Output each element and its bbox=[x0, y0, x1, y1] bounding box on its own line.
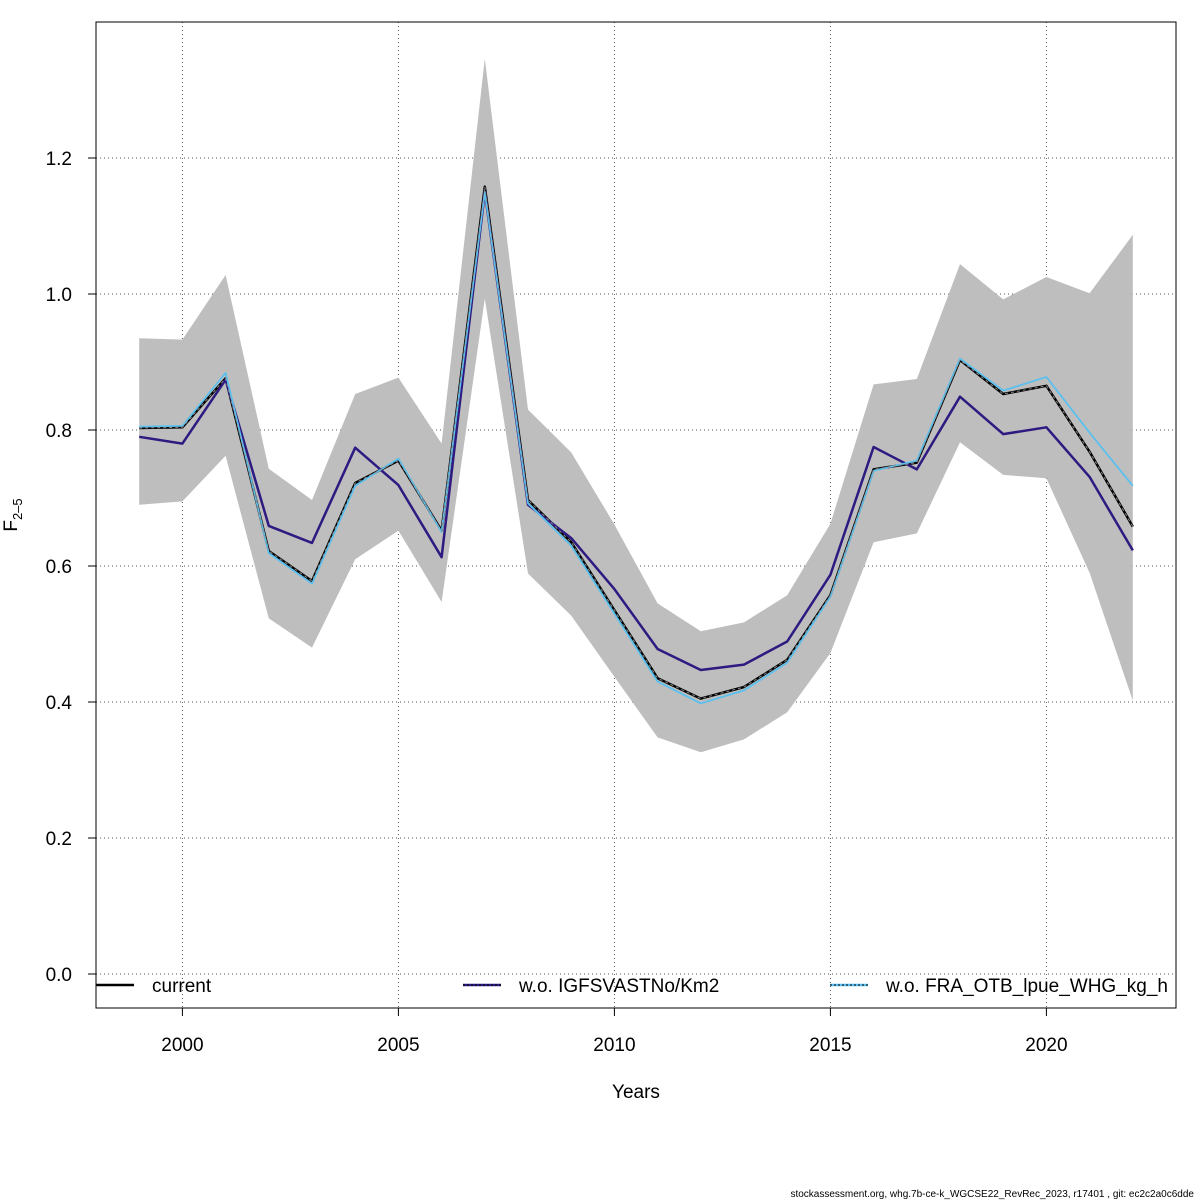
y-tick-label: 1.2 bbox=[46, 149, 72, 170]
y-axis: 0.0 0.2 0.4 0.6 0.8 1.0 1.2 bbox=[46, 149, 96, 986]
x-tick-label: 2010 bbox=[593, 1035, 635, 1056]
legend: current w.o. IGFSVASTNo/Km2 w.o. FRA_OTB_l… bbox=[96, 976, 1168, 997]
y-axis-label-main: F bbox=[1, 520, 22, 532]
x-axis-label: Years bbox=[612, 1082, 660, 1103]
y-tick-label: 0.8 bbox=[46, 421, 72, 442]
series-layer bbox=[139, 185, 1134, 705]
svg-text:F2–5: F2–5 bbox=[1, 498, 25, 531]
x-tick-label: 2000 bbox=[161, 1035, 203, 1056]
plot-frame bbox=[95, 21, 1177, 1009]
y-tick-label: 1.0 bbox=[46, 285, 72, 306]
series-line-1 bbox=[139, 190, 1134, 672]
series-line-0-dash bbox=[139, 186, 1134, 700]
legend-label-1: w.o. IGFSVASTNo/Km2 bbox=[518, 976, 719, 997]
x-tick-label: 2005 bbox=[377, 1035, 419, 1056]
y-tick-label: 0.2 bbox=[46, 829, 72, 850]
y-axis-label: F2–5 bbox=[1, 498, 25, 531]
y-tick-label: 0.6 bbox=[46, 557, 72, 578]
y-axis-label-sub: 2–5 bbox=[10, 498, 25, 520]
y-tick-label: 0.0 bbox=[46, 965, 72, 986]
legend-label-0: current bbox=[152, 976, 212, 997]
confidence-band bbox=[139, 58, 1133, 753]
legend-label-2: w.o. FRA_OTB_lpue_WHG_kg_h bbox=[885, 976, 1168, 997]
x-axis: 2000 2005 2010 2015 2020 bbox=[161, 1008, 1068, 1056]
series-line-2 bbox=[139, 191, 1134, 705]
x-tick-label: 2015 bbox=[809, 1035, 851, 1056]
footer-credit: stockassessment.org, whg.7b-ce-k_WGCSE22… bbox=[790, 1189, 1194, 1200]
y-tick-label: 0.4 bbox=[46, 693, 73, 714]
x-tick-label: 2020 bbox=[1025, 1035, 1067, 1056]
